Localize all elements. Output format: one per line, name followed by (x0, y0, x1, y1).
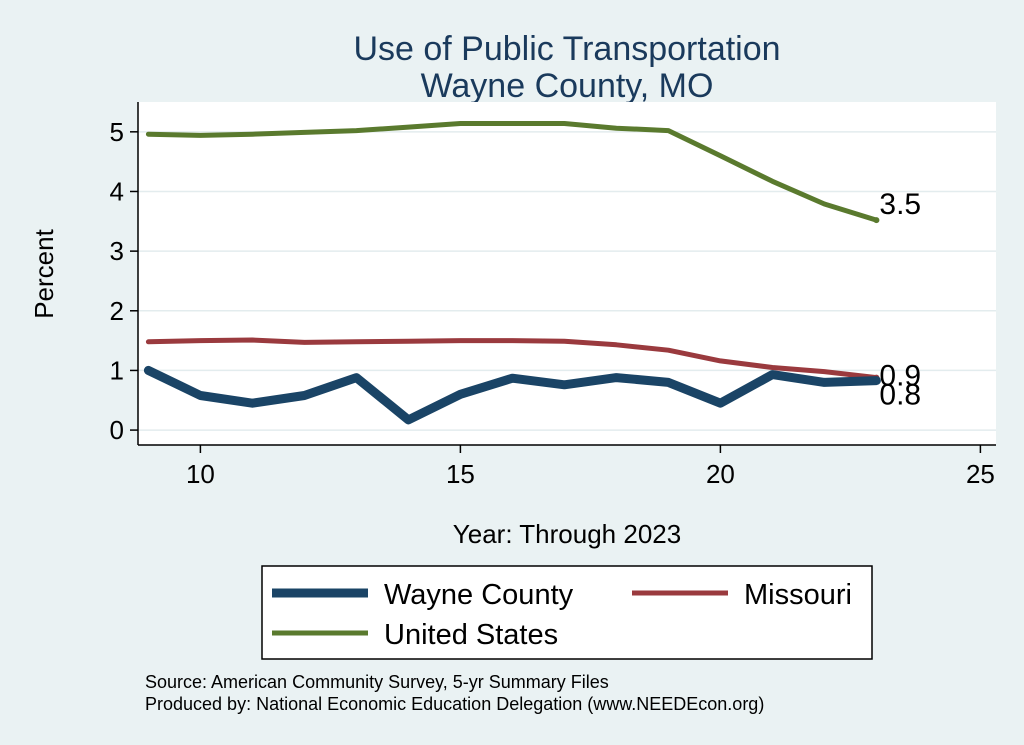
source-line-2: Produced by: National Economic Education… (145, 694, 764, 714)
legend-label-wayne-county: Wayne County (384, 579, 574, 611)
source-line-1: Source: American Community Survey, 5-yr … (145, 672, 609, 692)
x-tick-label-10: 10 (186, 459, 215, 489)
legend: Wayne County Missouri United States (261, 565, 873, 660)
x-tick-label-15: 15 (446, 459, 475, 489)
y-tick-label-5: 5 (110, 117, 124, 147)
series-end-point-wayne-county (873, 377, 880, 384)
series-lines (143, 121, 881, 425)
series-line-wayne-county (143, 365, 881, 425)
end-labels: 0.80.9 3.5 (879, 188, 921, 411)
y-tick-label-1: 1 (110, 355, 124, 385)
series-line-united-states (145, 121, 879, 223)
axes: 0 1 2 3 4 5 10 15 20 25 (110, 102, 996, 489)
y-tick-label-2: 2 (110, 296, 124, 326)
plot-area (138, 102, 996, 445)
end-label-missouri: 0.9 (879, 360, 921, 393)
legend-label-missouri: Missouri (744, 579, 852, 611)
series-line-missouri (145, 337, 879, 381)
y-tick-label-0: 0 (110, 415, 124, 445)
chart-title-line-2: Wayne County, MO (421, 67, 714, 105)
series-end-point-united-states (873, 217, 880, 224)
end-label-wayne-county: 0.8 (879, 379, 921, 412)
y-tick-label-3: 3 (110, 236, 124, 266)
x-tick-label-25: 25 (966, 459, 995, 489)
y-tick-label-4: 4 (110, 176, 124, 206)
chart-title: Use of Public Transportation Wayne Count… (353, 30, 780, 105)
x-axis-title: Year: Through 2023 (453, 519, 681, 549)
chart-title-line-1: Use of Public Transportation (353, 30, 780, 68)
end-label-united-states: 3.5 (879, 188, 921, 221)
legend-box (261, 565, 873, 660)
source-note: Source: American Community Survey, 5-yr … (145, 672, 764, 714)
legend-label-united-states: United States (384, 619, 558, 651)
x-tick-label-20: 20 (706, 459, 735, 489)
y-axis-title: Percent (29, 228, 59, 318)
